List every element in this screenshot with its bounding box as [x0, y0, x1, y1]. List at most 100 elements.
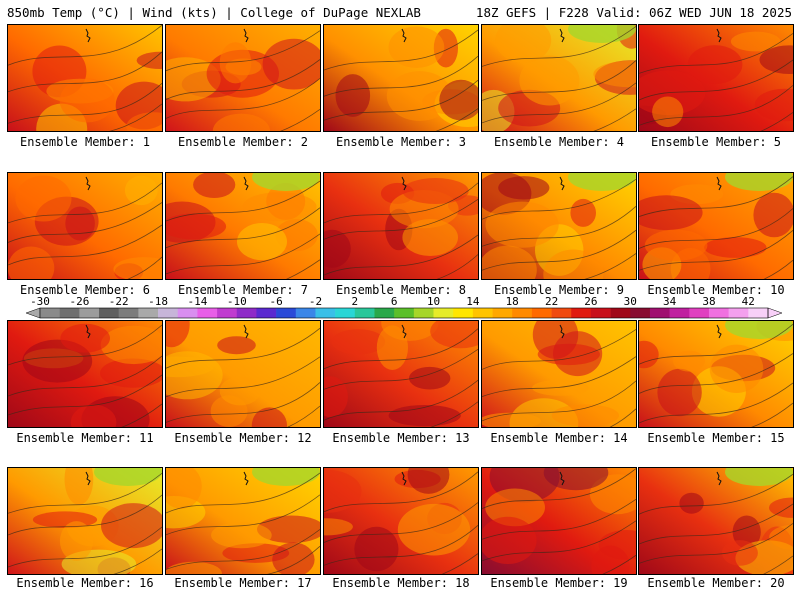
colorbar-swatch — [669, 308, 690, 318]
ensemble-member-map — [638, 320, 794, 428]
ensemble-member-map — [481, 24, 637, 132]
ensemble-member-map — [638, 172, 794, 280]
temperature-colorbar: -30 -26 -22 -18 -14 -10 -6 -2 2 6 10 14 18 22 26 30 34 38… — [25, 296, 783, 319]
ensemble-member-map — [165, 320, 321, 428]
colorbar-swatch — [649, 308, 670, 318]
colorbar-tick-label: -26 — [69, 296, 89, 308]
ensemble-member-map — [323, 24, 479, 132]
ensemble-member-label: Ensemble Member: 20 — [647, 576, 785, 590]
ensemble-member-map — [165, 172, 321, 280]
colorbar-swatch — [531, 308, 552, 318]
ensemble-member-label: Ensemble Member: 14 — [490, 431, 628, 445]
header-run-info: 18Z GEFS | F228 Valid: 06Z WED JUN 18 20… — [475, 5, 792, 20]
colorbar-swatch — [99, 308, 120, 318]
ensemble-member-label: Ensemble Member: 18 — [332, 576, 470, 590]
colorbar-swatch — [354, 308, 375, 318]
ensemble-member-map — [7, 467, 163, 575]
ensemble-member-label: Ensemble Member: 4 — [493, 135, 625, 149]
header-title-left: 850mb Temp (°C) | Wind (kts) | College o… — [7, 5, 421, 20]
ensemble-member-map — [638, 24, 794, 132]
colorbar-swatch — [256, 308, 277, 318]
ensemble-member-map — [481, 320, 637, 428]
ensemble-member-map — [165, 24, 321, 132]
colorbar-swatch — [236, 308, 257, 318]
colorbar-swatch — [276, 308, 297, 318]
colorbar-swatch — [689, 308, 710, 318]
colorbar-min-arrow — [25, 307, 41, 319]
colorbar-tick-label: -22 — [109, 296, 129, 308]
ensemble-member-label: Ensemble Member: 2 — [177, 135, 309, 149]
colorbar-tick-label: 10 — [427, 296, 440, 308]
colorbar-swatch — [138, 308, 159, 318]
colorbar-swatch — [177, 308, 198, 318]
ensemble-member-label: Ensemble Member: 12 — [174, 431, 312, 445]
colorbar-swatch — [79, 308, 100, 318]
colorbar-swatch — [453, 308, 474, 318]
colorbar-swatch — [315, 308, 336, 318]
colorbar-swatch — [492, 308, 513, 318]
ensemble-member-map — [481, 172, 637, 280]
ensemble-member-label: Ensemble Member: 1 — [19, 135, 151, 149]
ensemble-member-label: Ensemble Member: 6 — [19, 283, 151, 297]
ensemble-member-label: Ensemble Member: 17 — [174, 576, 312, 590]
colorbar-swatch — [551, 308, 572, 318]
colorbar-swatch — [59, 308, 80, 318]
ensemble-member-label: Ensemble Member: 19 — [490, 576, 628, 590]
colorbar-tick-label: 14 — [466, 296, 480, 308]
ensemble-member-label: Ensemble Member: 8 — [335, 283, 467, 297]
colorbar-swatch — [472, 308, 493, 318]
ensemble-member-map — [323, 320, 479, 428]
ensemble-member-label: Ensemble Member: 7 — [177, 283, 309, 297]
colorbar-swatch — [708, 308, 729, 318]
colorbar-max-arrow — [767, 307, 783, 319]
colorbar-swatch — [748, 308, 769, 318]
colorbar-tick-label: -6 — [269, 296, 282, 308]
colorbar-swatch — [295, 308, 316, 318]
colorbar-swatch — [335, 308, 356, 318]
colorbar-tick-label: 18 — [506, 296, 519, 308]
colorbar-swatch — [118, 308, 139, 318]
ensemble-member-map — [323, 172, 479, 280]
colorbar-tick-label: 2 — [351, 296, 358, 308]
colorbar-swatch — [512, 308, 533, 318]
ensemble-member-label: Ensemble Member: 15 — [647, 431, 785, 445]
colorbar-tick-label: 6 — [391, 296, 398, 308]
colorbar-tick-label: -18 — [148, 296, 168, 308]
ensemble-member-map — [7, 320, 163, 428]
ensemble-member-label: Ensemble Member: 10 — [647, 283, 785, 297]
colorbar-swatch — [433, 308, 454, 318]
colorbar-swatch — [610, 308, 631, 318]
colorbar-tick-label: -10 — [227, 296, 247, 308]
ensemble-member-map — [638, 467, 794, 575]
colorbar-swatch — [197, 308, 218, 318]
colorbar-swatch — [394, 308, 415, 318]
colorbar-swatch — [413, 308, 434, 318]
colorbar-tick-label: 34 — [663, 296, 677, 308]
colorbar-swatch — [158, 308, 179, 318]
colorbar-swatch — [571, 308, 592, 318]
colorbar-tick-label: 30 — [624, 296, 637, 308]
colorbar-swatch — [590, 308, 611, 318]
ensemble-member-map — [7, 24, 163, 132]
ensemble-member-label: Ensemble Member: 11 — [16, 431, 154, 445]
colorbar-tick-label: 42 — [742, 296, 755, 308]
ensemble-member-label: Ensemble Member: 16 — [16, 576, 154, 590]
colorbar-tick-label: 26 — [584, 296, 597, 308]
ensemble-member-label: Ensemble Member: 9 — [493, 283, 625, 297]
ensemble-member-map — [481, 467, 637, 575]
colorbar-swatch — [630, 308, 651, 318]
colorbar-tick-label: -14 — [187, 296, 207, 308]
colorbar-swatch — [40, 308, 60, 318]
ensemble-member-label: Ensemble Member: 5 — [650, 135, 782, 149]
colorbar-swatch — [217, 308, 238, 318]
colorbar-tick-label: -30 — [30, 296, 50, 308]
colorbar-swatch — [728, 308, 749, 318]
colorbar-tick-label: 22 — [545, 296, 558, 308]
colorbar-tick-label: -2 — [309, 296, 322, 308]
ensemble-member-map — [7, 172, 163, 280]
ensemble-member-map — [165, 467, 321, 575]
ensemble-member-map — [323, 467, 479, 575]
colorbar-tick-label: 38 — [702, 296, 715, 308]
ensemble-member-label: Ensemble Member: 3 — [335, 135, 467, 149]
colorbar-swatch — [374, 308, 395, 318]
